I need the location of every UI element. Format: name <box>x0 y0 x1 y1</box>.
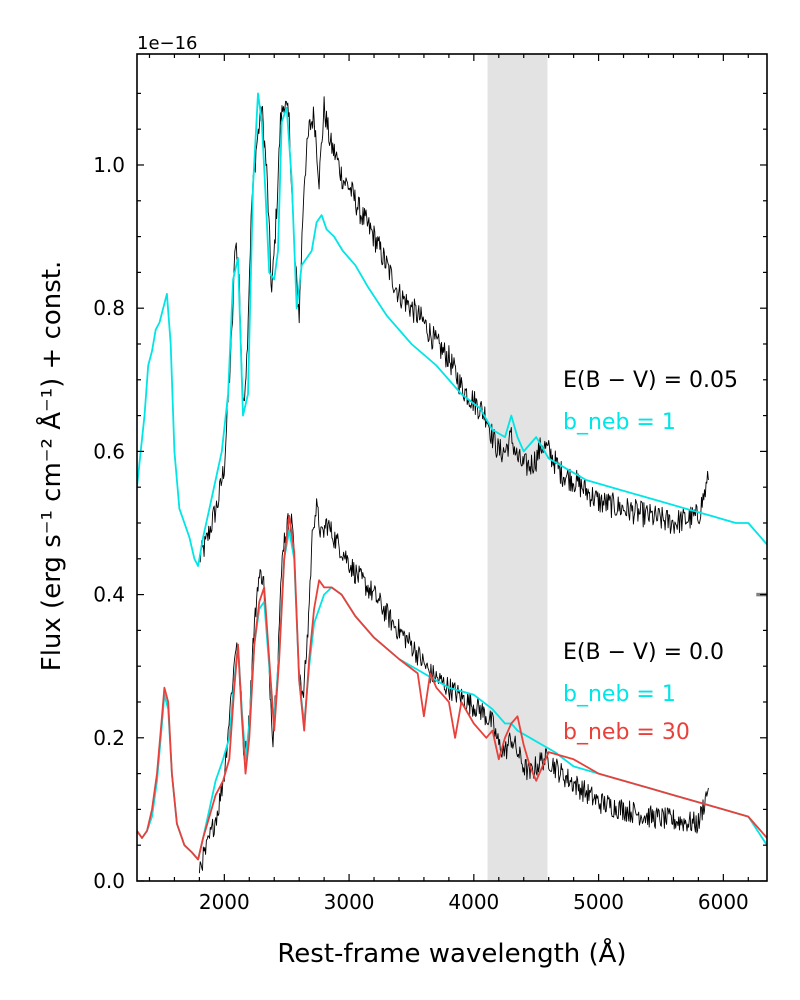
y-offset-label: 1e−16 <box>137 33 198 54</box>
series-line-4 <box>137 514 767 861</box>
series-layer <box>137 92 767 874</box>
y-tick-label: 0.8 <box>93 296 125 320</box>
ticks-layer <box>137 54 767 882</box>
y-tick-label: 0.4 <box>93 583 125 607</box>
y-tick-label: 0.6 <box>93 439 125 463</box>
y-axis-label: Flux (erg s⁻¹ cm⁻² Å⁻¹) + const. <box>35 261 67 672</box>
annotation-lower-bneb1: b_neb = 1 <box>563 682 676 707</box>
annotation-upper-ebv: E(B − V) = 0.05 <box>563 368 738 393</box>
y-tick-label: 0.2 <box>93 726 125 750</box>
x-tick-label: 5000 <box>573 890 624 914</box>
labels-layer: 2000 3000 4000 5000 6000 0.0 0.2 0.4 0.6 0.8 1.0 <box>93 153 749 914</box>
annotation-upper-bneb: b_neb = 1 <box>563 410 676 435</box>
series-line-1 <box>137 92 767 567</box>
x-tick-label: 4000 <box>448 890 499 914</box>
x-tick-label: 3000 <box>324 890 375 914</box>
y-tick-label: 0.0 <box>93 869 125 893</box>
y-tick-label: 1.0 <box>93 153 125 177</box>
plot-frame <box>136 53 768 882</box>
annotation-lower-bneb30: b_neb = 30 <box>563 720 690 745</box>
x-axis-label: Rest-frame wavelength (Å) <box>277 937 626 969</box>
x-tick-label: 6000 <box>698 890 749 914</box>
series-line-0 <box>198 96 709 563</box>
annotation-lower-ebv: E(B − V) = 0.0 <box>563 640 724 665</box>
x-tick-label: 2000 <box>199 890 250 914</box>
series-line-2 <box>198 498 709 874</box>
